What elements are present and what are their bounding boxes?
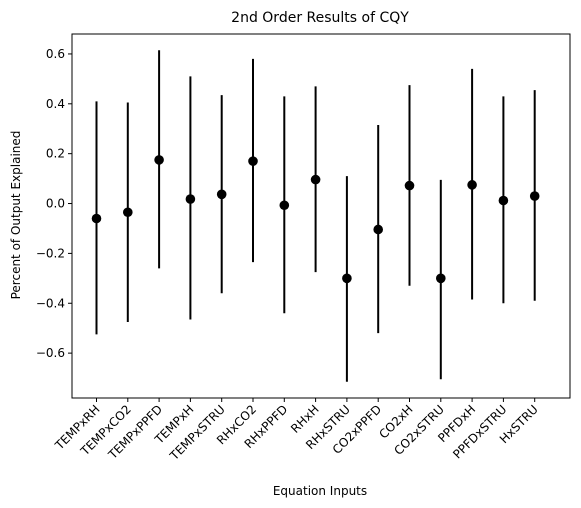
data-point (216, 189, 227, 200)
data-point (123, 207, 133, 218)
chart-title: 2nd Order Results of CQY (231, 10, 409, 26)
y-tick-label: 0.0 (46, 197, 65, 211)
y-tick-label: −0.2 (36, 246, 65, 260)
y-tick-label: −0.4 (36, 296, 65, 310)
y-axis-label: Percent of Output Explained (9, 131, 23, 300)
data-point (404, 180, 415, 191)
y-tick-label: 0.4 (46, 97, 65, 111)
plot-frame (71, 33, 571, 399)
y-tick-label: −0.6 (36, 346, 65, 360)
data-point (498, 195, 509, 206)
plot-area (91, 50, 540, 382)
data-point (342, 273, 352, 284)
data-point (91, 213, 102, 224)
data-point (279, 200, 290, 211)
y-axis: −0.6 −0.4 −0.2 0.0 0.2 0.4 0.6 (36, 47, 72, 360)
data-point (529, 191, 540, 201)
data-point (248, 156, 258, 166)
x-axis-label: Equation Inputs (273, 484, 367, 498)
data-point (154, 155, 164, 165)
data-point (436, 273, 446, 284)
data-point (185, 194, 196, 204)
data-point (310, 174, 321, 185)
y-tick-label: 0.2 (46, 147, 65, 161)
y-tick-label: 0.6 (46, 47, 65, 61)
data-point (373, 224, 384, 235)
data-point (467, 180, 477, 190)
